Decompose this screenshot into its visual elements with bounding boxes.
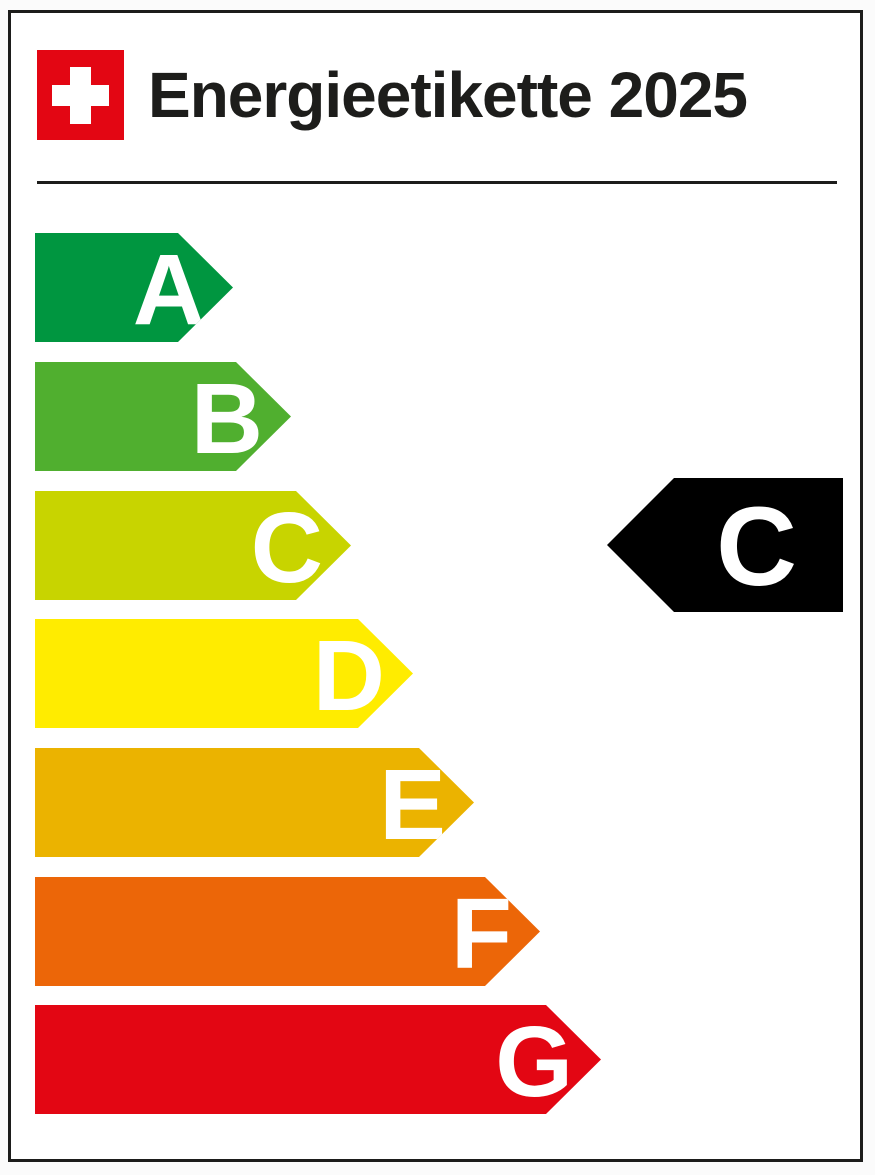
grade-arrow-g: G xyxy=(35,1005,601,1114)
grade-arrow-d: D xyxy=(35,619,413,728)
label-header: Energieetikette 2025 xyxy=(37,49,748,141)
rating-arrow: C xyxy=(607,478,843,612)
grade-letter-e: E xyxy=(379,748,446,861)
grade-letter-c: C xyxy=(250,491,323,604)
swiss-cross-icon xyxy=(52,85,109,106)
grade-arrow-b: B xyxy=(35,362,291,471)
rating-letter: C xyxy=(716,484,797,609)
grade-letter-f: F xyxy=(450,877,512,990)
header-divider xyxy=(37,181,837,184)
energy-label-card: Energieetikette 2025 A B C D E F G C xyxy=(8,10,863,1162)
swiss-flag-icon xyxy=(37,50,124,140)
grade-letter-d: D xyxy=(312,619,385,732)
grade-letter-a: A xyxy=(132,233,205,346)
grade-arrow-f: F xyxy=(35,877,540,986)
grade-letter-g: G xyxy=(495,1005,573,1118)
grade-arrow-c: C xyxy=(35,491,351,600)
grade-letter-b: B xyxy=(190,362,263,475)
label-title: Energieetikette 2025 xyxy=(148,59,748,131)
grade-arrow-a: A xyxy=(35,233,233,342)
grade-arrow-e: E xyxy=(35,748,474,857)
